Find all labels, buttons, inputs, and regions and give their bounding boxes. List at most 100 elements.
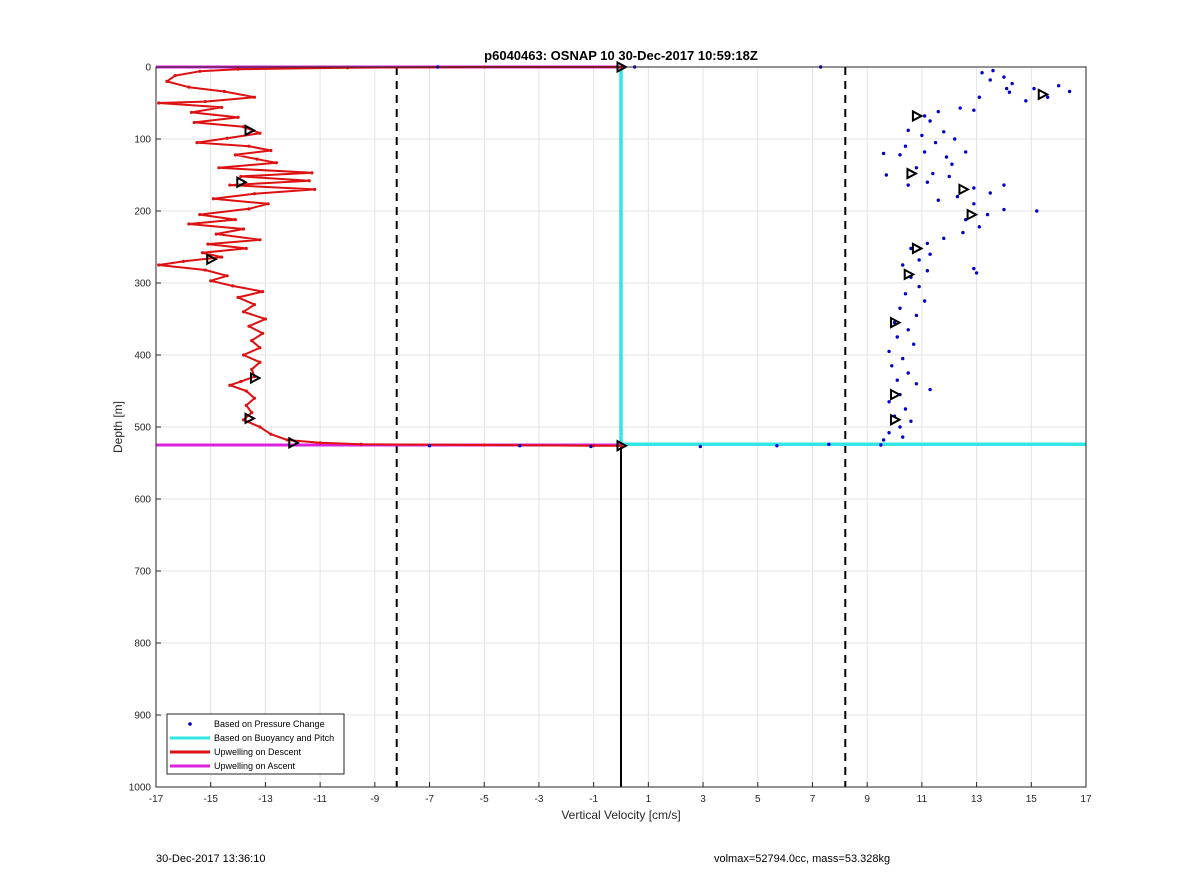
descent-point [592,444,596,448]
pressure-point [972,202,976,206]
triangle-marker [966,208,979,221]
descent-point [258,425,262,429]
descent-point [195,141,199,145]
descent-point [200,251,205,255]
legend: Based on Pressure Change Based on Buoyanc… [166,713,345,775]
descent-point [258,346,262,350]
pressure-point [977,225,982,229]
pressure-point [922,150,927,154]
pressure-point [903,292,908,296]
descent-point [359,442,363,446]
descent-point [258,238,262,242]
pressure-point [901,356,905,361]
pressure-point [974,271,979,275]
pressure-point [988,78,992,82]
pressure-point [427,444,432,448]
triangle-marker [244,412,257,425]
descent-point [263,317,268,321]
x-tick-label: 11 [917,794,928,805]
pressure-point [958,106,962,110]
y-tick-label: 500 [134,423,151,434]
descent-point [252,303,257,307]
descent-point [247,144,251,148]
pressure-point [906,371,910,375]
descent-point [619,444,623,448]
descent-point [203,268,207,272]
pressure-point [947,174,951,179]
pressure-point [909,246,913,251]
pressure-point [903,407,908,411]
pressure-point [925,241,930,246]
descent-point [165,79,169,83]
pressure-point [827,442,831,446]
pressure-point [928,119,932,123]
descent-point [241,353,246,357]
pressure-point [895,378,899,382]
descent-point [157,101,161,105]
descent-point [244,403,248,407]
x-tick-label: -17 [149,794,164,805]
pressure-point [933,140,938,145]
pressure-point [980,71,984,75]
descent-point [244,389,248,393]
pressure-point [1067,89,1072,94]
pressure-point [887,349,891,354]
pressure-point [914,313,919,318]
descent-point [313,187,317,191]
pressure-point [906,183,910,187]
pressure-point [944,155,949,159]
pressure-point [1035,209,1039,213]
y-tick-label: 100 [134,135,151,146]
pressure-point [698,444,703,449]
pressure-point [906,128,910,133]
descent-point [203,99,207,104]
descent-point [241,310,246,314]
x-tick-label: 3 [700,794,706,805]
triangle-marker [911,242,924,255]
y-tick-label: 700 [134,567,151,578]
legend-swatch-pressure [188,722,192,726]
y-tick-label: 300 [134,279,151,290]
pressure-point [950,162,954,166]
pressure-point [1032,86,1036,91]
x-tick-label: -13 [258,794,273,805]
descent-point [209,279,213,283]
descent-point [261,331,265,335]
descent-point [255,157,259,161]
pressure-point [972,266,976,271]
pressure-point [914,382,919,386]
footer-timestamp: 30-Dec-2017 13:36:10 [156,853,266,865]
pressure-point [1004,86,1009,91]
descent-point [269,148,273,153]
pressure-point [589,444,593,449]
pressure-point [928,252,932,256]
x-tick-label: 17 [1080,794,1092,805]
pressure-point [963,217,968,222]
pressure-point [955,194,960,199]
descent-point [307,179,311,183]
triangle-marker [616,439,629,452]
x-tick-label: -15 [203,794,218,805]
descent-point [228,183,232,187]
x-tick-label: 15 [1026,794,1038,805]
pressure-point [931,171,935,176]
triangle-marker [206,253,218,266]
descent-point [252,95,257,99]
y-tick-label: 900 [134,711,151,722]
triangle-marker [249,371,262,385]
descent-point [241,418,246,422]
x-tick-label: 1 [646,794,652,805]
descent-point [225,274,229,278]
y-tick-label: 0 [145,63,151,74]
descent-point [258,131,262,135]
descent-point [261,290,265,294]
y-tick-label: 600 [134,495,151,506]
x-tick-label: -11 [313,794,327,805]
pressure-point [917,284,921,289]
y-tick-label: 1000 [129,783,152,794]
pressure-point [972,108,976,112]
pressure-point [1046,95,1050,99]
reference-lines [395,67,847,787]
pressure-point [991,68,995,73]
legend-label: Upwelling on Ascent [214,761,296,771]
